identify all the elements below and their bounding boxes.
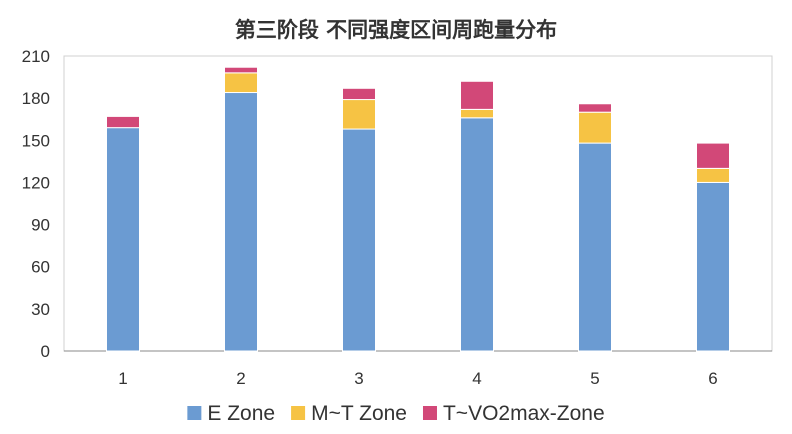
bar-series3-cat1 [106, 115, 140, 129]
bar-series3-cat3 [342, 87, 376, 101]
bar-series2-cat6 [696, 167, 730, 183]
x-tick-label: 1 [118, 369, 127, 388]
bar-series1-cat5 [578, 142, 612, 352]
legend-swatch [422, 406, 437, 420]
x-tick-label: 2 [236, 369, 245, 388]
x-tick-label: 4 [472, 369, 481, 388]
plot-area-border [63, 55, 773, 352]
x-tick-label: 6 [708, 369, 717, 388]
bar-series3-cat2 [224, 66, 258, 74]
bar-series2-cat2 [224, 72, 258, 94]
legend: E Zone M~T Zone T~VO2max-Zone [187, 402, 605, 425]
legend-swatch [291, 406, 306, 420]
y-tick-label: 150 [22, 131, 50, 150]
y-axis: 0 30 60 90 120 150 180 210 [22, 47, 50, 361]
bar-series1-cat2 [224, 92, 258, 352]
legend-swatch [187, 406, 202, 420]
y-tick-label: 60 [31, 258, 50, 277]
bar-series3-cat5 [578, 103, 612, 113]
bar-series2-cat5 [578, 111, 612, 144]
bar-series2-cat3 [342, 99, 376, 130]
bar-series1-cat4 [460, 117, 494, 352]
y-tick-label: 90 [31, 216, 50, 235]
legend-label: E Zone [207, 402, 275, 425]
legend-label: T~VO2max-Zone [443, 402, 605, 425]
bar-series1-cat1 [106, 127, 140, 352]
bar-series1-cat6 [696, 181, 730, 352]
x-tick-label: 5 [590, 369, 599, 388]
bar-series3-cat6 [696, 142, 730, 169]
bar-series1-cat3 [342, 128, 376, 352]
bar-series3-cat4 [460, 80, 494, 110]
y-tick-label: 30 [31, 300, 50, 319]
y-tick-label: 210 [22, 47, 50, 66]
bar-series2-cat4 [460, 108, 494, 119]
x-tick-label: 3 [354, 369, 363, 388]
y-tick-label: 120 [22, 173, 50, 192]
x-axis: 1 2 3 4 5 6 [118, 369, 717, 388]
bar-group [106, 66, 730, 352]
y-tick-label: 0 [41, 342, 50, 361]
legend-label: M~T Zone [311, 402, 407, 425]
chart-title: 第三阶段 不同强度区间周跑量分布 [235, 17, 557, 42]
y-tick-label: 180 [22, 89, 50, 108]
